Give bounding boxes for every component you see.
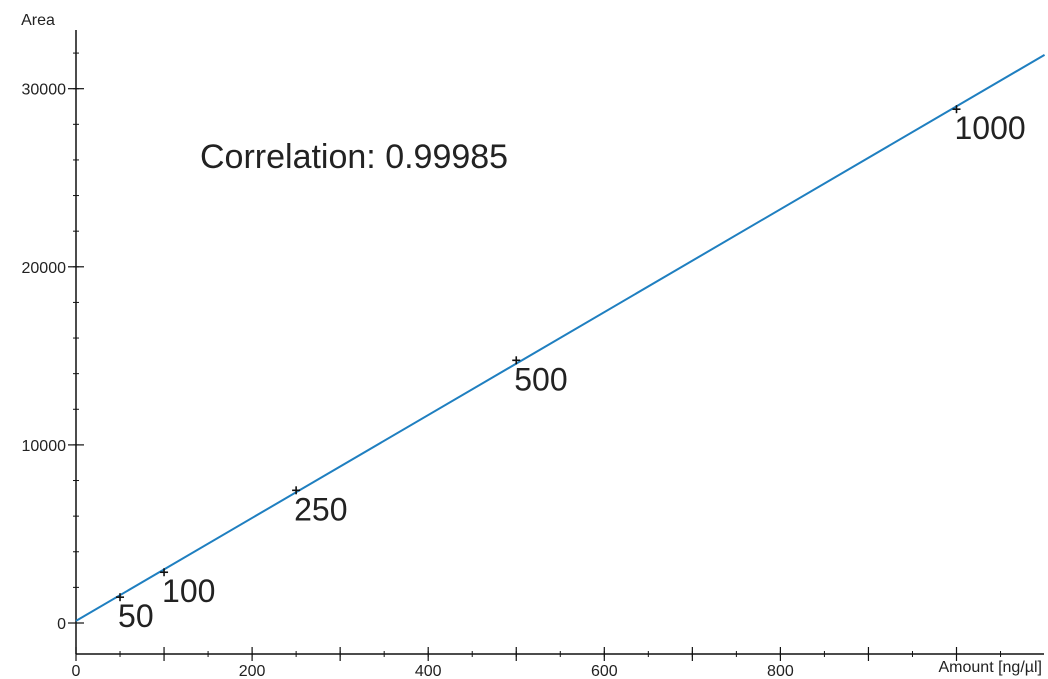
point-label: 1000: [955, 110, 1026, 146]
data-point: 500: [512, 356, 568, 397]
data-point: 100: [160, 568, 215, 609]
correlation-annotation: Correlation: 0.99985: [200, 138, 508, 176]
y-tick-label: 10000: [22, 438, 67, 455]
data-point: 250: [292, 486, 348, 527]
data-point: 50: [116, 593, 154, 634]
point-label: 500: [514, 361, 567, 397]
axes: 0 10000 20000 30000 0 200 400 600 800: [22, 30, 1044, 679]
y-tick-label: 0: [57, 616, 66, 633]
x-tick-label: 400: [415, 663, 442, 679]
fit-line: [75, 53, 1046, 622]
y-tick-label: 30000: [22, 82, 67, 99]
x-tick-label: 0: [72, 663, 81, 679]
point-label: 100: [162, 573, 215, 609]
point-label: 250: [294, 491, 347, 527]
y-axis-label: Area: [21, 12, 55, 29]
x-tick-label: 800: [767, 663, 794, 679]
point-label: 50: [118, 598, 154, 634]
x-tick-label: 600: [591, 663, 618, 679]
x-axis-label: Amount [ng/µl]: [939, 659, 1043, 676]
y-tick-label: 20000: [22, 260, 67, 277]
x-tick-label: 200: [239, 663, 266, 679]
fit-line-group: [75, 53, 1046, 622]
data-point: 1000: [952, 105, 1026, 146]
